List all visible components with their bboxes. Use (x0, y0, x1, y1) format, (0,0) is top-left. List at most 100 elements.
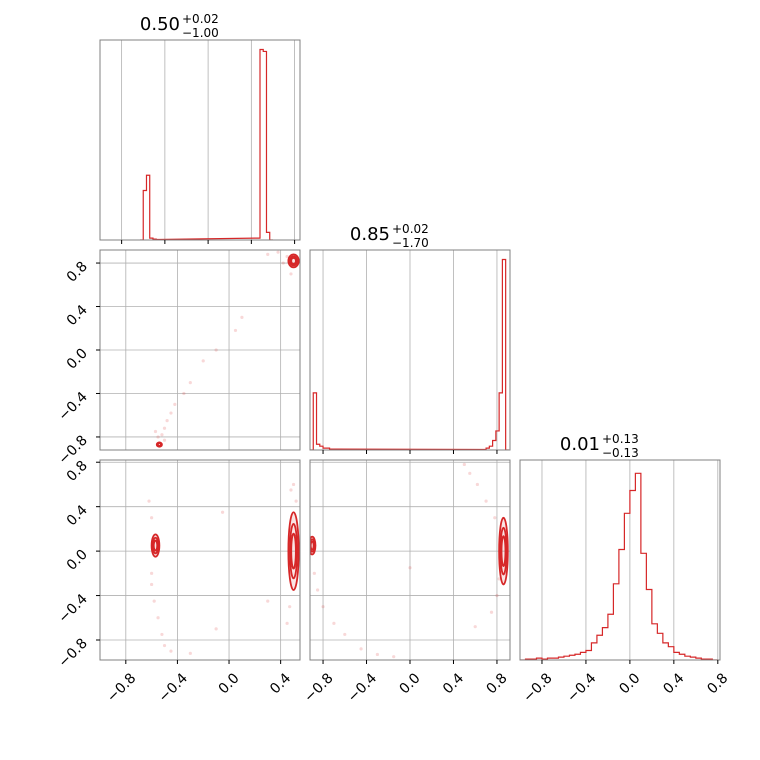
histogram-bar (663, 643, 668, 660)
histogram-bar (260, 50, 263, 240)
x-tick-label: 0.4 (440, 670, 467, 697)
histogram-bar (564, 656, 569, 660)
histogram-bar (263, 51, 266, 240)
scatter-point (162, 438, 167, 442)
scatter-point (285, 621, 289, 625)
x-tick-label: −0.8 (104, 670, 139, 705)
diag-0-panel: 0.50 +0.02−1.00 (99, 12, 301, 244)
scatter-point (489, 610, 494, 614)
scatter-point (468, 471, 472, 475)
scatter-point (201, 359, 205, 363)
histogram-bar (496, 431, 499, 450)
contour-level (156, 442, 162, 447)
histogram-bar (635, 473, 640, 660)
scatter-point (343, 632, 347, 637)
scatter-point (392, 655, 396, 659)
scatter-point (281, 261, 285, 265)
x-tick-label: 0.8 (704, 670, 731, 697)
diag-2-frame (519, 459, 721, 661)
scatter-point (408, 566, 412, 570)
scatter-point (285, 254, 289, 259)
scatter-point (147, 499, 151, 503)
histogram-bar (619, 550, 624, 660)
diag-0-marks (140, 48, 273, 240)
histogram-step (140, 48, 273, 240)
y-tick-label: 0.0 (64, 547, 91, 574)
panel-title-value: 0.85 (350, 224, 390, 245)
histogram-bar (685, 656, 690, 660)
diag-2-marks (520, 472, 718, 660)
scatter-point (497, 577, 501, 581)
histogram-bar (657, 633, 662, 660)
scatter-point (291, 482, 296, 487)
scatter-point (162, 643, 167, 648)
scatter-point (316, 588, 320, 592)
histogram-step (520, 472, 718, 660)
scatter-point (214, 627, 218, 631)
off-2-1-marks (310, 462, 509, 659)
contour-level (310, 540, 315, 551)
x-tick-label: 0.8 (484, 670, 511, 697)
histogram-bar (674, 652, 679, 660)
scatter-point (288, 605, 292, 609)
y-tick-label: −0.8 (55, 432, 90, 467)
histogram-bar (499, 393, 502, 450)
x-tick-label: −0.4 (156, 670, 191, 705)
histogram-bar (630, 490, 635, 660)
scatter-point (473, 625, 477, 629)
scatter-point (165, 419, 169, 423)
panel-title-minus: −1.70 (392, 236, 429, 250)
histogram-bar (580, 652, 585, 660)
scatter-point (150, 516, 154, 520)
off-1-0-marks (153, 245, 300, 448)
histogram-bar (146, 175, 149, 240)
y-tick-label: 0.4 (64, 302, 91, 329)
scatter-point (153, 429, 158, 434)
off-1-0-panel: −0.8 −0.4 0.0 0.4 0.8 (55, 245, 301, 468)
panel-title-minus: −1.00 (182, 26, 219, 40)
scatter-point (173, 402, 177, 406)
scatter-point (289, 272, 293, 276)
y-tick-label: 0.0 (64, 346, 91, 373)
scatter-point (462, 462, 466, 467)
histogram-bar (317, 444, 320, 450)
panel-title-plus: +0.02 (392, 222, 429, 236)
contour-level (289, 522, 299, 580)
histogram-step (310, 258, 509, 450)
histogram-bar (586, 650, 591, 660)
scatter-point (160, 433, 164, 437)
histogram-bar (266, 232, 269, 240)
scatter-point (253, 245, 256, 248)
x-tick-label: 0.0 (616, 670, 643, 697)
y-tick-label: 0.4 (64, 502, 91, 529)
diag-1-marks (310, 258, 509, 450)
contour-level (151, 536, 160, 555)
histogram-bar (569, 655, 574, 660)
scatter-point (493, 516, 497, 520)
scatter-point (240, 315, 244, 319)
panel-title-value: 0.50 (140, 14, 180, 35)
x-tick-label: −0.4 (564, 670, 599, 705)
y-tick-label: −0.4 (55, 389, 90, 424)
scatter-point (495, 593, 499, 598)
scatter-point (156, 435, 160, 439)
histogram-bar (602, 628, 607, 660)
scatter-point (169, 649, 173, 653)
panel-title-value: 0.01 (560, 434, 600, 455)
histogram-bar (313, 393, 316, 450)
histogram-bar (143, 190, 146, 240)
x-tick-label: 0.0 (397, 670, 424, 697)
histogram-bar (575, 654, 580, 660)
panel-title-plus: +0.13 (602, 432, 639, 446)
contour-level (152, 539, 159, 552)
x-tick-label: 0.4 (660, 670, 687, 697)
off-2-0-panel: −0.8 −0.4 0.0 0.4−0.8−0.40.00.40.8 (55, 458, 301, 706)
scatter-point (276, 250, 280, 254)
contour-level (290, 257, 297, 265)
off-2-1-panel: −0.8 −0.4 0.0 0.4 0.8 (301, 459, 511, 706)
contour-level (290, 532, 297, 570)
diag-1-panel: 0.85 +0.02−1.70 (309, 222, 511, 454)
histogram-bar (652, 624, 657, 660)
histogram-bar (608, 614, 613, 660)
